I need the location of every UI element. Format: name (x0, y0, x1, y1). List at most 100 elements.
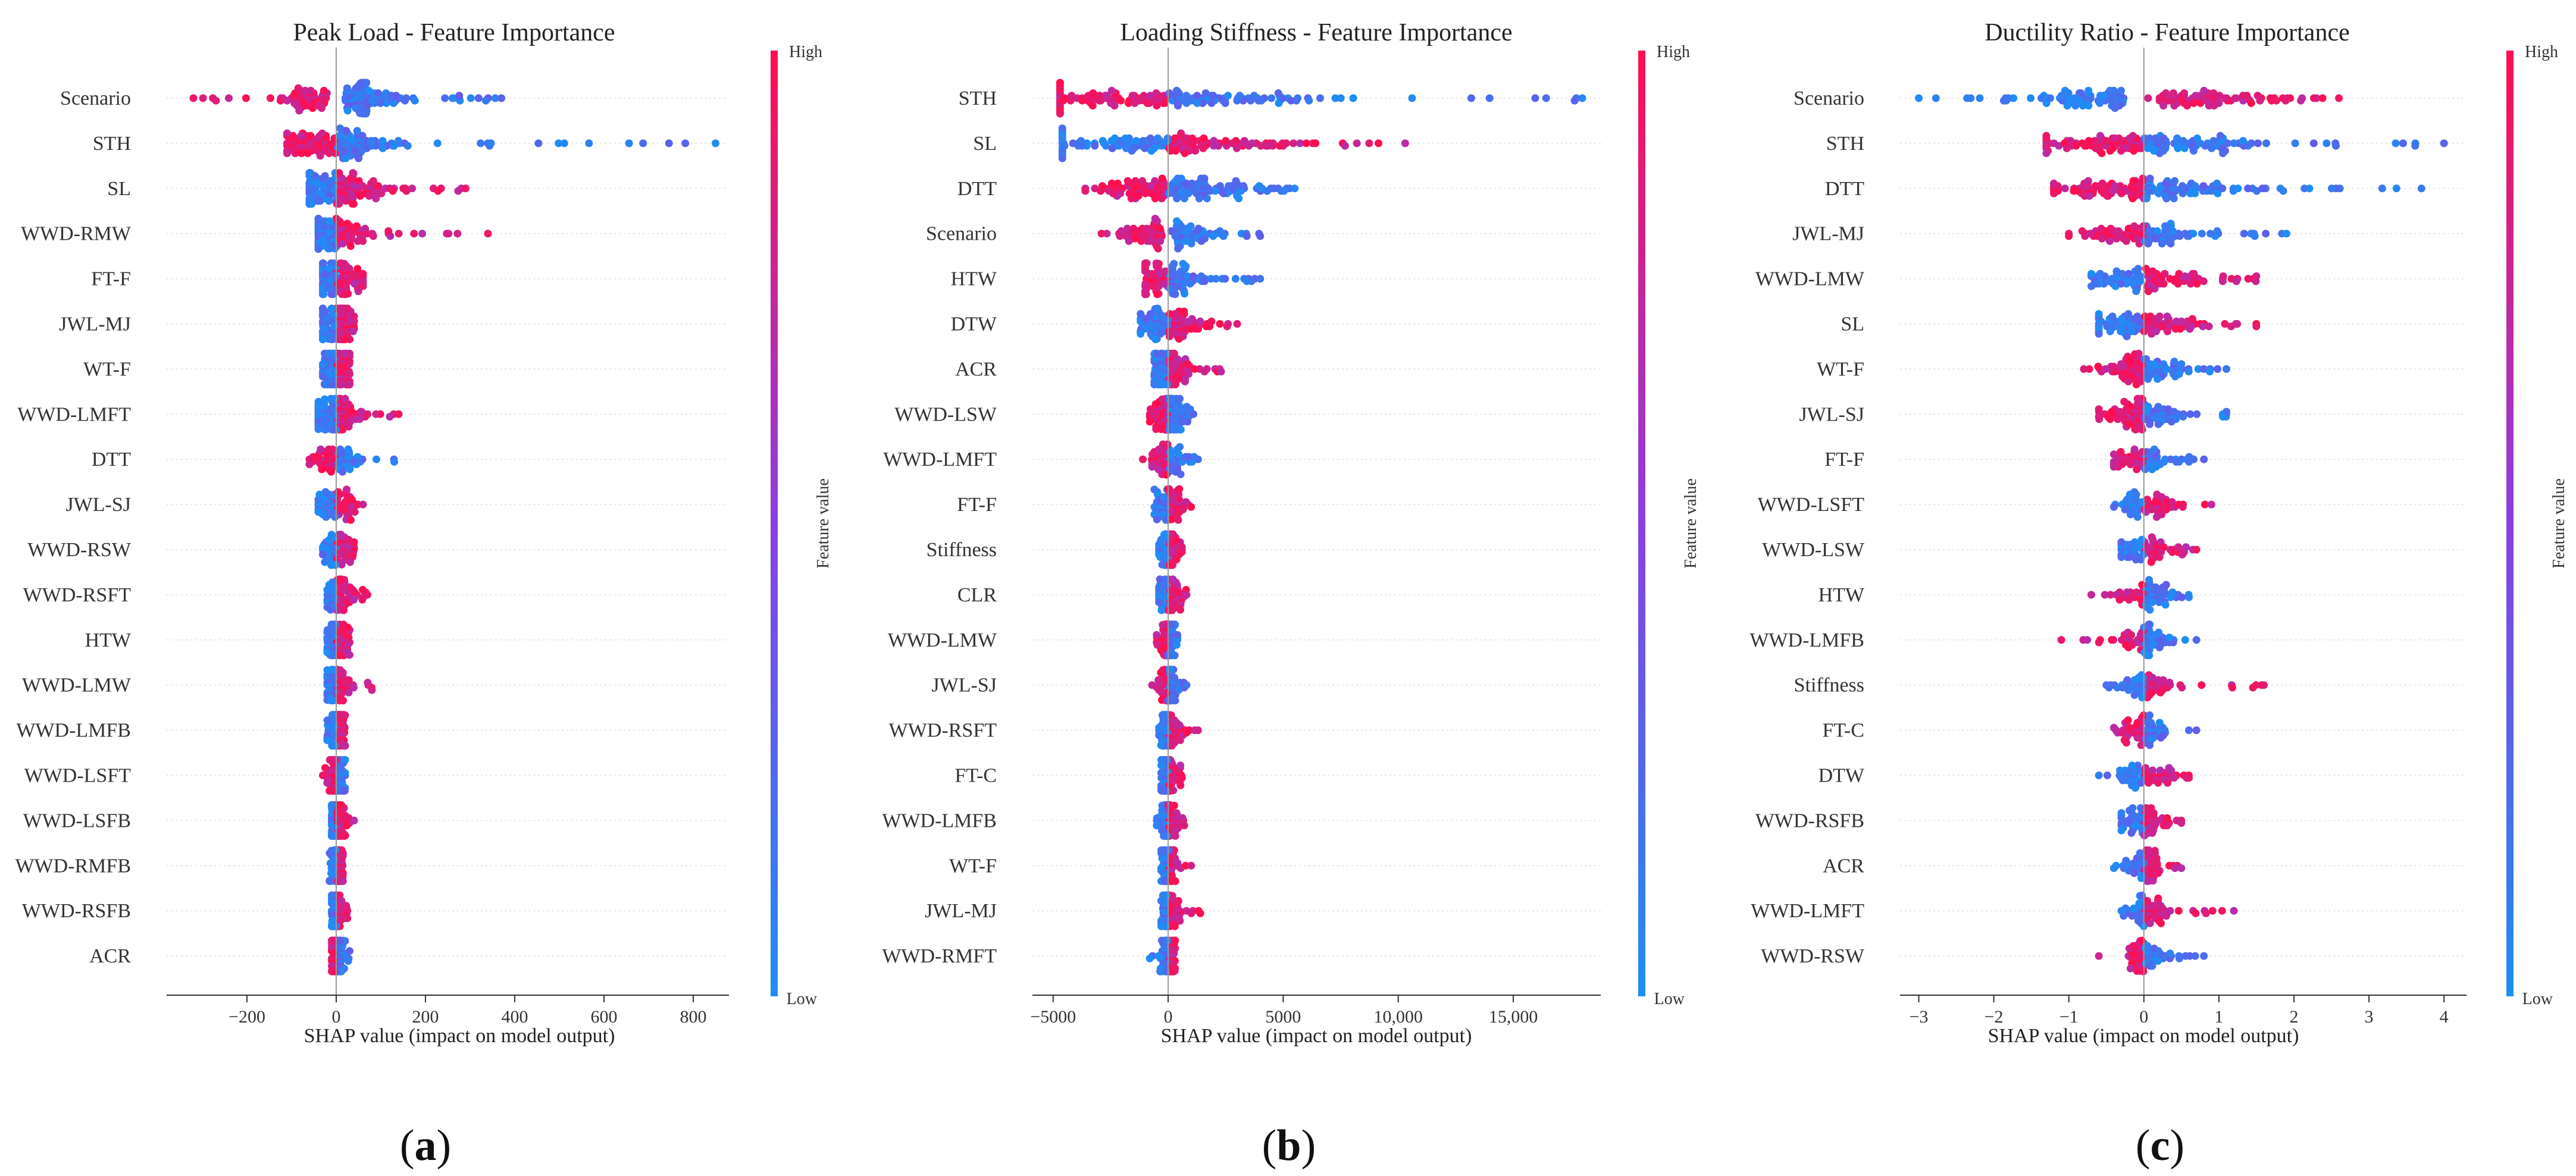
data-point (1235, 195, 1243, 203)
data-point (2087, 269, 2095, 278)
data-point (353, 265, 362, 273)
data-point (555, 139, 563, 148)
data-point (2062, 144, 2071, 152)
data-point (355, 154, 363, 162)
colorbar-low-label: Low (1654, 990, 1685, 1008)
data-point (2213, 179, 2221, 187)
data-point (368, 686, 376, 694)
data-point (2262, 139, 2270, 148)
data-point (2162, 89, 2170, 98)
data-point (1245, 142, 1253, 150)
data-point (346, 583, 354, 591)
data-point (491, 94, 499, 102)
data-point (1331, 94, 1339, 102)
data-point (1223, 322, 1231, 331)
data-point (2117, 327, 2125, 335)
data-point (1166, 310, 1174, 318)
data-point (2318, 94, 2327, 102)
data-point (331, 394, 339, 403)
feature-label: FT-C (1822, 720, 1864, 742)
data-point (2196, 139, 2204, 148)
data-point (1098, 137, 1107, 145)
data-point (1202, 322, 1210, 331)
feature-label: DTT (1825, 178, 1864, 200)
feature-label: DTW (951, 313, 997, 335)
data-point (356, 79, 365, 87)
data-point (1154, 244, 1162, 253)
data-point (321, 488, 330, 496)
data-point (1171, 832, 1179, 840)
data-point (455, 92, 464, 100)
data-point (1154, 676, 1163, 684)
data-point (1542, 94, 1550, 102)
data-point (1194, 224, 1203, 233)
data-point (359, 237, 367, 245)
feature-label: WWD-LMFT (1751, 900, 1864, 922)
data-point (2170, 357, 2179, 366)
data-point (1152, 425, 1160, 433)
data-point (2124, 377, 2133, 385)
data-point (327, 697, 335, 705)
data-point (2129, 195, 2137, 203)
data-point (1156, 575, 1164, 584)
data-point (1176, 443, 1184, 451)
data-point (2158, 322, 2166, 331)
data-point (1139, 455, 1147, 463)
data-point (2168, 227, 2177, 235)
data-point (1168, 742, 1176, 750)
data-point (306, 131, 315, 140)
data-point (352, 84, 360, 92)
data-point (2171, 277, 2179, 286)
feature-label: WWD-LSFT (1758, 494, 1865, 516)
data-point (372, 195, 380, 203)
data-point (1163, 936, 1171, 945)
data-point (1174, 102, 1182, 110)
data-point (1145, 954, 1154, 962)
data-point (323, 736, 331, 744)
data-point (337, 832, 346, 840)
data-point (1197, 237, 1206, 245)
data-point (1179, 418, 1187, 426)
data-point (1178, 543, 1186, 551)
data-point (2240, 230, 2248, 238)
data-point (1194, 726, 1202, 735)
data-point (319, 372, 327, 381)
data-point (2214, 365, 2222, 373)
feature-label: WWD-LSW (1762, 539, 1865, 561)
data-point (2227, 322, 2235, 331)
data-point (2134, 265, 2142, 273)
x-tick-label: 15,000 (1489, 1007, 1538, 1027)
data-point (342, 197, 350, 205)
data-point (403, 142, 412, 150)
data-point (2169, 89, 2177, 98)
data-point (328, 891, 336, 899)
data-point (384, 227, 393, 235)
feature-label: DTT (92, 449, 131, 471)
data-point (1150, 485, 1159, 494)
data-point (2118, 269, 2126, 278)
data-point (1193, 99, 1201, 107)
data-point (367, 137, 375, 145)
data-point (408, 184, 417, 193)
data-point (1151, 177, 1159, 185)
feature-label: FT-F (1824, 449, 1864, 471)
data-point (324, 335, 333, 343)
data-point (1219, 189, 1228, 197)
data-point (1200, 134, 1208, 142)
subfigure-label-b: (b) (1262, 1121, 1316, 1170)
data-point (467, 94, 475, 102)
data-point (2159, 147, 2168, 155)
data-point (1132, 137, 1140, 145)
data-point (2297, 96, 2305, 105)
data-point (199, 94, 207, 102)
data-point (1172, 425, 1181, 434)
data-point (323, 716, 331, 725)
data-point (585, 139, 593, 148)
x-tick-label: 800 (680, 1007, 707, 1027)
feature-label: DTW (1818, 765, 1865, 787)
data-point (328, 578, 337, 587)
data-point (336, 349, 344, 357)
data-point (1194, 455, 1202, 463)
data-point (364, 230, 372, 238)
data-point (316, 197, 324, 205)
